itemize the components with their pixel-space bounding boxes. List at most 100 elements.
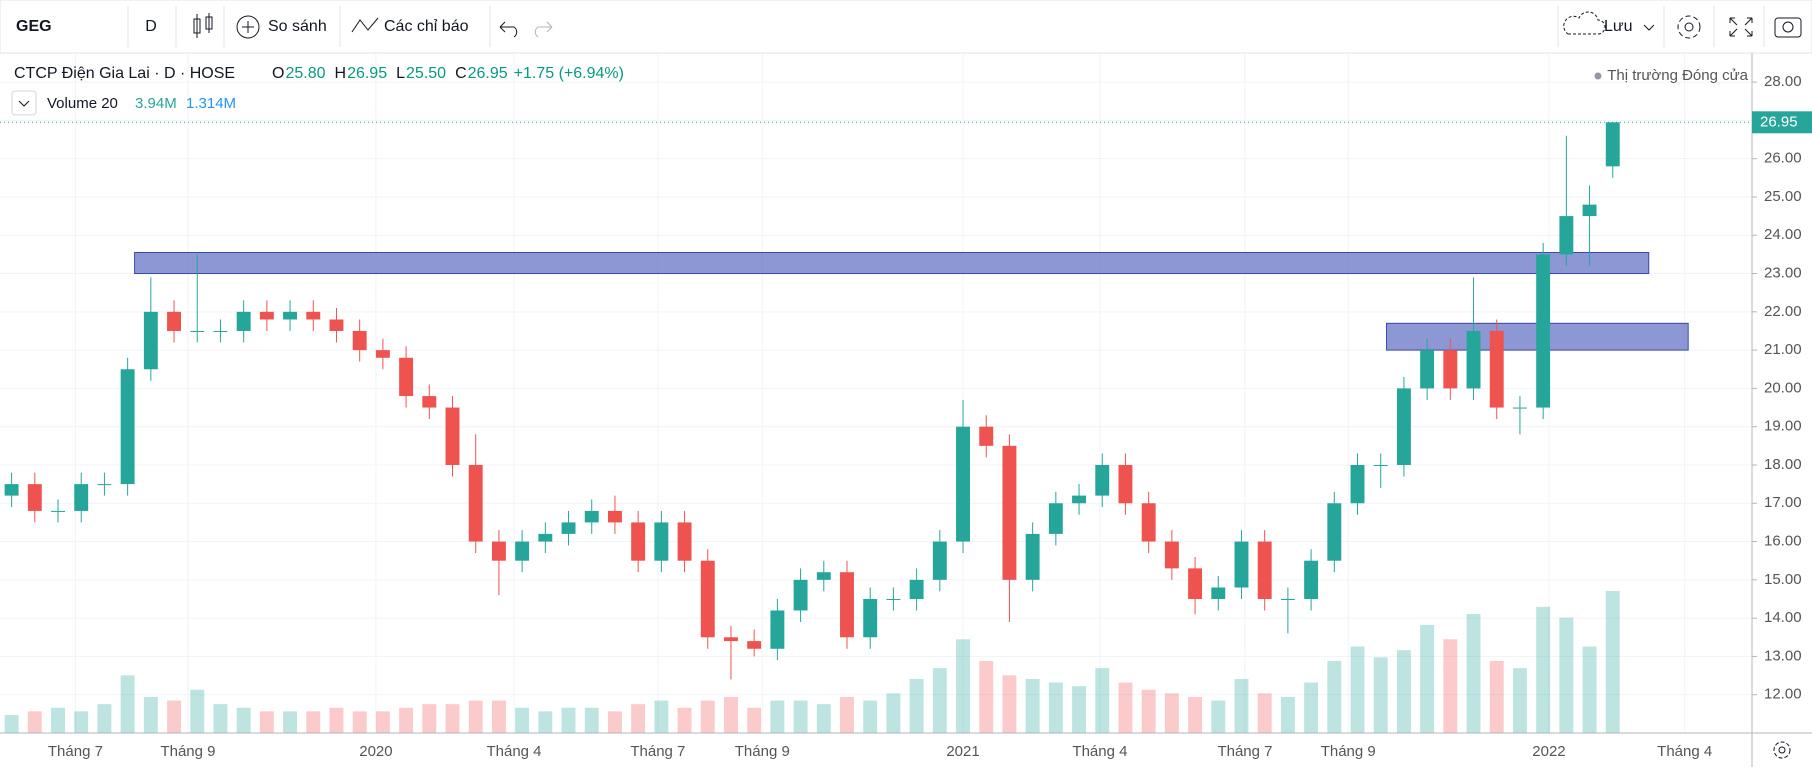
x-tick-label: Tháng 7 (630, 743, 685, 760)
candle-body (399, 357, 414, 397)
volume-bar (97, 704, 112, 733)
candle-body (1095, 464, 1110, 496)
save-button[interactable]: Lưu (1604, 18, 1633, 35)
screenshot-button[interactable] (1774, 17, 1802, 38)
candle-body (840, 572, 854, 638)
collapse-icon (18, 100, 30, 107)
candle-body (1304, 560, 1319, 599)
candle-body (1489, 330, 1504, 408)
undo-button[interactable] (499, 21, 518, 38)
candle-body (863, 598, 878, 638)
volume-bar (770, 700, 785, 733)
y-tick-label: 18.00 (1764, 456, 1802, 473)
candle-body (4, 484, 19, 496)
volume-bar (1466, 614, 1481, 733)
y-tick-label: 21.00 (1764, 341, 1802, 358)
last-price-label: 26.95 (1760, 113, 1798, 130)
ohlc-value: 25.50 (406, 65, 446, 82)
volume-bar (1048, 682, 1063, 733)
candle-body (1072, 495, 1087, 504)
indicators-button[interactable]: Các chỉ báo (384, 18, 469, 35)
candle-body (352, 330, 367, 351)
plot-area (0, 53, 1752, 734)
candle-body (1443, 350, 1458, 389)
volume-bar (27, 711, 42, 733)
candle-body (422, 396, 437, 408)
collapse-button[interactable] (11, 90, 37, 116)
candle-body (979, 426, 994, 446)
x-tick-label: Tháng 7 (48, 743, 103, 760)
indicators-icon[interactable] (351, 17, 379, 33)
save-dropdown[interactable] (1643, 24, 1655, 31)
volume-bar (445, 704, 460, 733)
volume-bar (1582, 646, 1597, 733)
candle-body (1559, 216, 1574, 255)
volume-bar (979, 660, 994, 733)
compare-icon[interactable] (236, 15, 260, 39)
volume-bar (1559, 617, 1574, 733)
volume-bar (167, 700, 182, 733)
volume-bar (561, 707, 576, 733)
x-tick-label: Tháng 4 (1657, 743, 1712, 760)
candle-body (190, 330, 205, 332)
y-tick-label: 16.00 (1764, 533, 1802, 550)
volume-bar (143, 696, 158, 733)
cloud-icon[interactable] (1563, 11, 1606, 35)
redo-button[interactable] (534, 21, 553, 38)
candle-body (1420, 350, 1435, 389)
volume-label: Volume 20 (47, 95, 118, 112)
volume-bar (1280, 696, 1295, 733)
candle-body (816, 572, 831, 580)
ohlc-value: 25.80 (285, 65, 325, 82)
candle-body (1396, 388, 1411, 465)
candle-body (956, 426, 970, 542)
market-status: Thị trường Đóng cửa (1607, 67, 1748, 84)
volume-bar (793, 700, 808, 733)
volume-bar (724, 696, 738, 733)
volume-bar (747, 707, 762, 733)
ohlc-value: 26.95 (347, 65, 387, 82)
ohlc-key: C (455, 65, 467, 82)
candle-body (1141, 503, 1156, 542)
candle-body (1605, 122, 1620, 167)
x-tick-label: Tháng 9 (160, 743, 215, 760)
volume-bar (1304, 682, 1319, 733)
candle-body (1118, 464, 1133, 504)
volume-bar (1164, 693, 1179, 733)
candle-body (468, 464, 483, 542)
ohlc-key: H (335, 65, 347, 82)
status-dot (1594, 72, 1602, 80)
fullscreen-button[interactable] (1729, 17, 1753, 37)
ohlc-key: O (272, 65, 284, 82)
candle-body (909, 579, 924, 599)
x-tick-label: 2020 (359, 743, 392, 760)
volume-bar (584, 707, 599, 733)
compare-button[interactable]: So sánh (268, 18, 327, 35)
candle-body (97, 484, 112, 486)
interval-button[interactable]: D (145, 18, 157, 35)
volume-bar (4, 714, 19, 733)
candle-body (1234, 541, 1249, 588)
toolbar (0, 0, 1812, 54)
y-tick-label: 14.00 (1764, 609, 1802, 626)
candle-body (27, 484, 42, 511)
candle-body (167, 311, 182, 331)
candle-body (1025, 533, 1040, 580)
candle-body (375, 350, 390, 358)
candle-body (1257, 541, 1272, 599)
volume-bar (515, 707, 530, 733)
ohlc-legend: O 25.80 H 26.95 L 25.50 C 26.95 +1.75 (+6.94%) (272, 65, 624, 82)
chart-type-icon[interactable] (193, 13, 213, 38)
volume-bar (1536, 606, 1551, 733)
volume-bar (491, 700, 506, 733)
volume-bar (375, 711, 390, 733)
volume-bar (909, 678, 924, 733)
settings-corner[interactable] (1773, 741, 1791, 759)
y-tick-label: 22.00 (1764, 303, 1802, 320)
symbol[interactable]: GEG (16, 18, 52, 35)
volume-bar (1512, 668, 1527, 733)
settings-button[interactable] (1677, 15, 1701, 39)
x-tick-label: Tháng 9 (1321, 743, 1376, 760)
volume-bar (1095, 668, 1110, 733)
volume-bar (932, 668, 947, 733)
